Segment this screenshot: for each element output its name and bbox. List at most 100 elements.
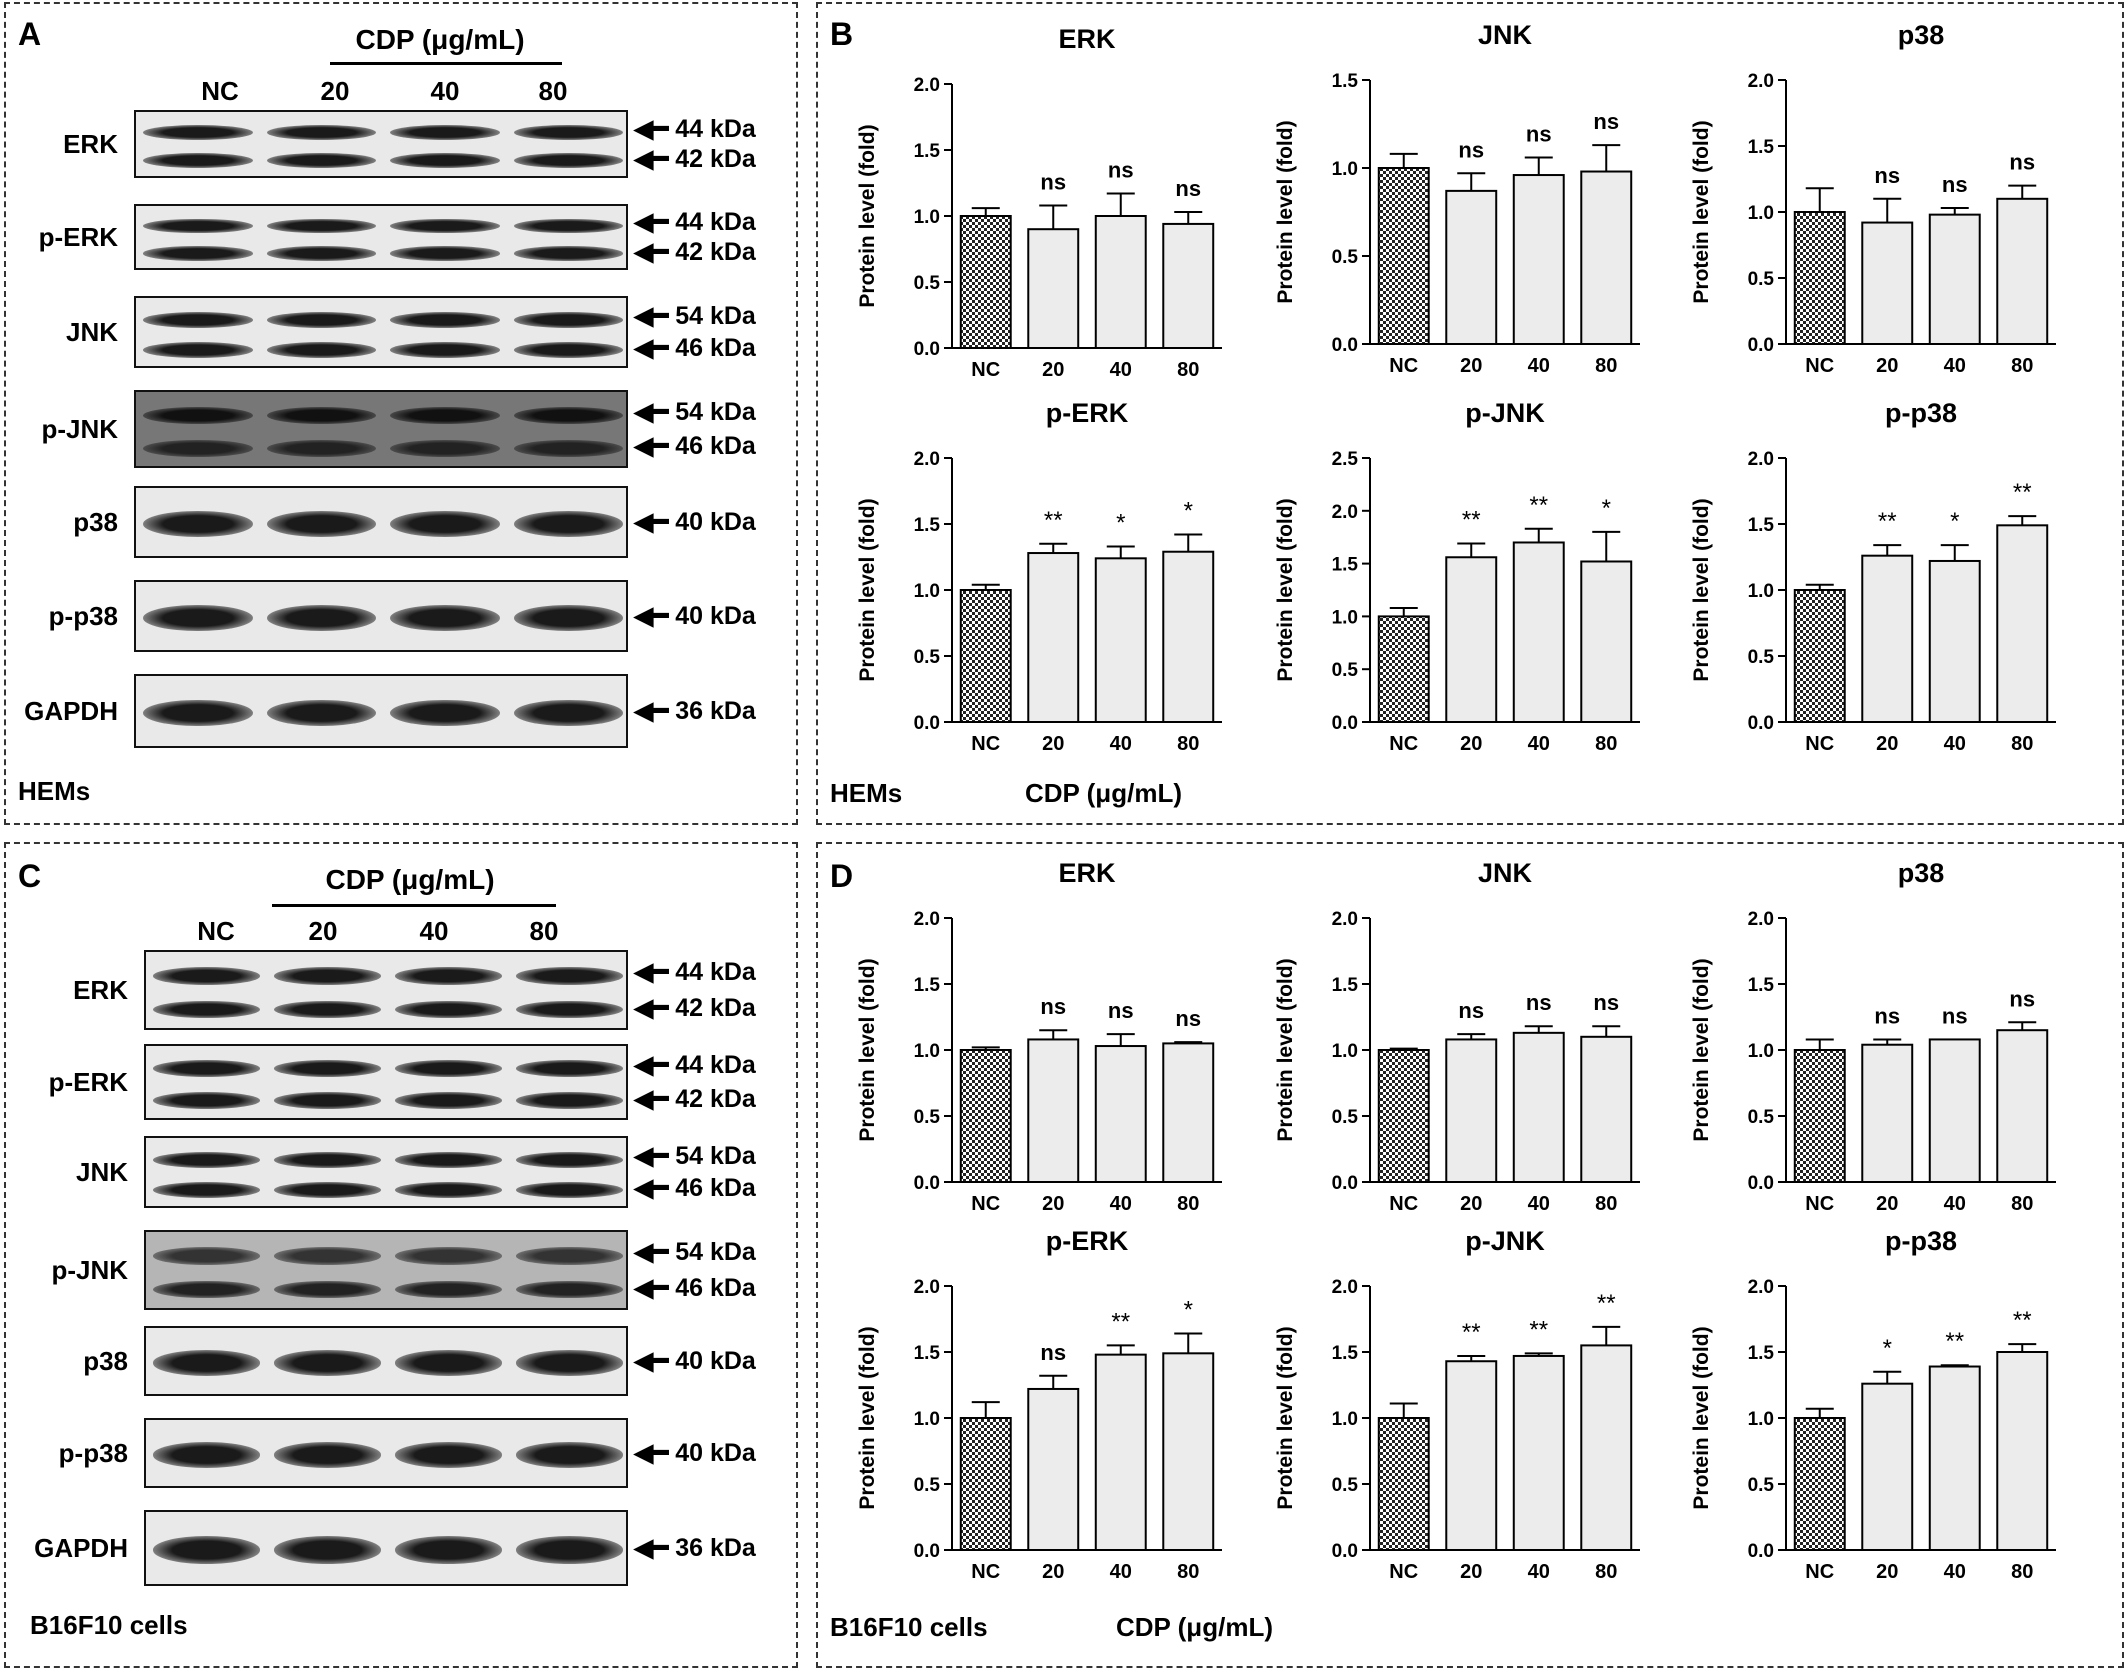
blot-band	[395, 1536, 502, 1564]
bar	[1512, 174, 1565, 345]
x-tick-label: 20	[1042, 1561, 1064, 1583]
x-tick-label: 80	[2011, 1193, 2033, 1215]
y-axis-label: Protein level (fold)	[1274, 120, 1297, 303]
y-tick-label: 2.0	[1332, 502, 1358, 523]
y-tick-label: 2.0	[1748, 909, 1774, 930]
panel-a-blot-label-p-erk: p-ERK	[38, 222, 118, 252]
blot-band	[143, 439, 253, 457]
bar	[1861, 221, 1914, 345]
x-tick-label: 80	[1177, 1561, 1199, 1583]
blot-band	[516, 1442, 623, 1468]
blot-band	[153, 1092, 260, 1110]
blot-band	[513, 511, 623, 537]
blot-band	[395, 1247, 502, 1265]
chart-b-p-jnk: p-JNK Protein level (fold) 0.0 0.5 1.0 1.5 2.0…	[1274, 398, 1640, 755]
y-tick-label: 1.5	[1332, 975, 1359, 996]
bar	[1793, 1049, 1846, 1183]
blot-band	[266, 124, 376, 140]
y-tick-label: 0.5	[1332, 660, 1359, 681]
chart-d-jnk: JNK Protein level (fold) 0.0 0.5 1.0 1.5 2.0 NC…	[1274, 858, 1640, 1215]
bar	[1861, 1382, 1914, 1552]
blot-band	[516, 1181, 623, 1198]
bar	[1445, 556, 1498, 723]
significance-label: ns	[1874, 163, 1900, 188]
chart-title: p-JNK	[1465, 398, 1545, 428]
y-tick-label: 0.0	[1332, 1541, 1358, 1562]
x-tick-label: NC	[1805, 733, 1834, 755]
panel-d-cell-label: B16F10 cells	[830, 1612, 988, 1642]
significance-label: *	[1950, 508, 1959, 535]
y-tick-label: 2.0	[914, 1277, 940, 1298]
blot-band	[390, 439, 500, 457]
panel-c-blot-p-p38	[144, 1418, 628, 1488]
chart-b-p38: p38 Protein level (fold) 0.0 0.5 1.0 1.5 2.0 NC…	[1690, 20, 2056, 377]
chart-title: p-JNK	[1465, 1226, 1545, 1256]
bar	[1162, 222, 1215, 349]
blot-band	[513, 153, 623, 169]
blot-band	[274, 1247, 381, 1265]
blot-band	[395, 1350, 502, 1376]
x-tick-label: NC	[1805, 355, 1834, 377]
blot-band	[395, 1000, 502, 1019]
panel-d-letter: D	[830, 858, 854, 894]
blot-band	[153, 1247, 260, 1265]
y-axis-label: Protein level (fold)	[1690, 498, 1713, 681]
x-tick-label: 40	[1528, 355, 1550, 377]
x-tick-label: 80	[1595, 1561, 1617, 1583]
x-tick-label: 20	[1460, 1561, 1482, 1583]
panel-c-blot-erk	[144, 950, 628, 1030]
y-tick-label: 2.0	[914, 909, 940, 930]
bar	[1162, 550, 1215, 723]
panel-c-cell-label: B16F10 cells	[30, 1610, 188, 1640]
blot-band	[274, 967, 381, 985]
x-tick-label: NC	[1389, 733, 1418, 755]
y-tick-label: 0.0	[914, 339, 940, 360]
significance-label: **	[1529, 492, 1548, 519]
chart-d-p-p38: p-p38 Protein level (fold) 0.0 0.5 1.0 1.5 2.0…	[1690, 1226, 2056, 1583]
bar	[1580, 170, 1633, 345]
significance-label: ns	[1108, 998, 1134, 1023]
panel-a-blot-erk	[134, 110, 628, 178]
x-tick-label: NC	[1389, 355, 1418, 377]
chart-title: p-p38	[1885, 1226, 1957, 1256]
blot-band	[266, 311, 376, 328]
blot-band	[266, 246, 376, 261]
x-tick-label: NC	[1805, 1561, 1834, 1583]
kda-marker: ◀━ 54 kDa	[634, 1142, 756, 1171]
chart-d-p-erk: p-ERK Protein level (fold) 0.0 0.5 1.0 1.5 2.0…	[856, 1226, 1222, 1583]
significance-label: *	[1883, 1335, 1892, 1362]
blot-band	[516, 1350, 623, 1376]
kda-marker: ◀━ 42 kDa	[634, 237, 756, 266]
x-tick-label: 80	[1177, 1193, 1199, 1215]
panel-c-lane-80: 80	[529, 916, 559, 946]
kda-marker: ◀━ 42 kDa	[634, 1084, 756, 1113]
y-tick-label: 0.5	[1332, 1107, 1359, 1128]
blot-band	[513, 406, 623, 424]
panel-c-blot-p38	[144, 1326, 628, 1396]
y-tick-label: 0.0	[1748, 1541, 1774, 1562]
panel-c-blot-label-erk: ERK	[73, 975, 128, 1005]
blot-band	[266, 699, 376, 727]
bar	[1996, 1029, 2049, 1183]
blot-band	[395, 967, 502, 985]
panel-a	[4, 2, 798, 825]
panel-c-blot-p-jnk	[144, 1230, 628, 1310]
y-tick-label: 1.0	[1332, 1041, 1358, 1062]
y-tick-label: 0.0	[1332, 713, 1358, 734]
x-tick-label: NC	[971, 1193, 1000, 1215]
chart-d-erk: ERK Protein level (fold) 0.0 0.5 1.0 1.5 2.0 NC…	[856, 858, 1222, 1215]
x-tick-label: 20	[1042, 733, 1064, 755]
x-tick-label: 20	[1460, 733, 1482, 755]
panel-a-blot-label-erk: ERK	[63, 129, 118, 159]
y-tick-label: 2.0	[1748, 71, 1774, 92]
x-tick-label: 80	[1595, 355, 1617, 377]
x-tick-label: 80	[2011, 1561, 2033, 1583]
y-tick-label: 0.5	[1748, 1475, 1775, 1496]
y-tick-label: 0.0	[914, 1173, 940, 1194]
y-tick-label: 1.5	[1748, 975, 1775, 996]
blot-band	[513, 218, 623, 234]
blot-band	[390, 246, 500, 261]
blot-band	[516, 1092, 623, 1110]
x-tick-label: 40	[1110, 1193, 1132, 1215]
bar	[1512, 1031, 1565, 1183]
